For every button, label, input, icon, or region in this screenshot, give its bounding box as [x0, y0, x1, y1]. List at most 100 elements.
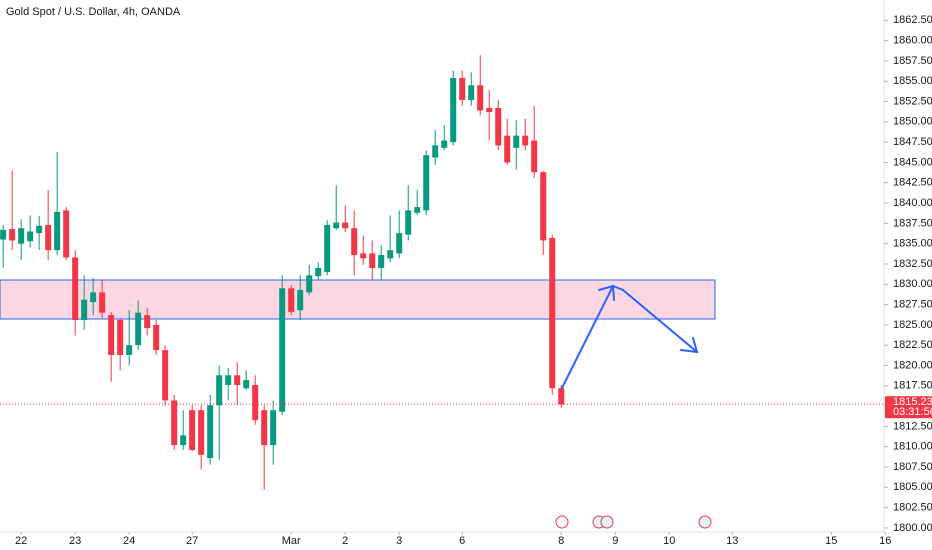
candle-body — [414, 207, 421, 213]
y-tick-label: 1805.000 — [893, 481, 932, 493]
candle-body — [63, 210, 70, 258]
y-tick-label: 1830.000 — [893, 278, 932, 290]
candle-body — [90, 292, 97, 303]
candle-body — [531, 140, 538, 173]
candle-body — [450, 77, 457, 143]
x-tick-label: 2 — [342, 535, 348, 547]
candle-body — [468, 85, 475, 100]
y-tick-label: 1832.500 — [893, 258, 932, 270]
candle-body — [18, 228, 25, 244]
x-tick-label: 22 — [15, 535, 27, 547]
price-axis-bg — [884, 0, 932, 550]
candle-body — [144, 315, 151, 329]
candle-body — [153, 324, 160, 351]
y-tick-label: 1827.500 — [893, 298, 932, 310]
candle-body — [279, 288, 286, 412]
candle-body — [99, 292, 106, 313]
event-icon[interactable] — [698, 515, 712, 529]
y-tick-label: 1835.000 — [893, 238, 932, 250]
y-tick-label: 1850.000 — [893, 116, 932, 128]
candle-body — [342, 222, 349, 229]
candle-body — [513, 135, 520, 148]
event-icon[interactable] — [555, 515, 569, 529]
candle-body — [180, 435, 187, 446]
x-tick-label: 8 — [558, 535, 564, 547]
plot — [0, 55, 884, 490]
candle-body — [126, 345, 133, 355]
x-tick-label: Mar — [282, 535, 301, 547]
axes: 1800.000 1802.500 1805.000 1807.500 1810.000… — [0, 14, 932, 547]
candle-body — [72, 257, 79, 321]
candle-body — [234, 375, 241, 385]
candle-body — [225, 375, 232, 385]
candle-body — [0, 229, 7, 240]
candle-body — [558, 388, 565, 405]
candle-body — [351, 228, 358, 256]
candle-body — [252, 384, 259, 420]
candle-body — [171, 400, 178, 446]
y-tick-label: 1860.000 — [893, 35, 932, 47]
candle-body — [297, 289, 304, 311]
candle-body — [360, 253, 367, 259]
x-tick-label: 24 — [123, 535, 135, 547]
candle-body — [27, 231, 34, 242]
candle-body — [378, 255, 385, 269]
candle-body — [432, 145, 439, 158]
candle-body — [306, 275, 313, 293]
y-tick-label: 1842.500 — [893, 177, 932, 189]
last-price-label: 1815.235 — [893, 396, 932, 408]
candle-body — [117, 320, 124, 355]
candle-body — [441, 140, 448, 148]
y-tick-label: 1800.000 — [893, 522, 932, 534]
candle-body — [207, 405, 214, 459]
x-tick-label: 13 — [726, 535, 738, 547]
candle-body — [396, 233, 403, 254]
candle-body — [549, 237, 556, 389]
candle-body — [369, 253, 376, 269]
candle-body — [108, 315, 115, 355]
countdown-label: 03:31:56 — [893, 406, 932, 418]
candle-body — [522, 135, 529, 146]
y-tick-label: 1840.000 — [893, 197, 932, 209]
candle-body — [324, 224, 331, 273]
y-tick-label: 1820.000 — [893, 359, 932, 371]
candle-body — [423, 155, 430, 211]
candle-body — [243, 380, 250, 389]
y-tick-label: 1817.500 — [893, 380, 932, 392]
y-tick-label: 1807.500 — [893, 461, 932, 473]
x-tick-label: 16 — [879, 535, 891, 547]
candle-body — [333, 222, 340, 229]
y-tick-label: 1822.500 — [893, 339, 932, 351]
candle-body — [198, 410, 205, 455]
x-tick-label: 23 — [69, 535, 81, 547]
event-icons — [555, 515, 712, 529]
y-tick-label: 1812.500 — [893, 420, 932, 432]
candle-body — [216, 375, 223, 406]
y-tick-label: 1837.500 — [893, 217, 932, 229]
candle-body — [270, 410, 277, 446]
candle-body — [261, 410, 268, 446]
candle-body — [45, 224, 52, 251]
candle-body — [540, 172, 547, 241]
x-tick-label: 3 — [396, 535, 402, 547]
resistance-zone — [0, 279, 716, 320]
x-tick-label: 6 — [459, 535, 465, 547]
projection-path — [561, 284, 698, 389]
candle-body — [288, 288, 295, 312]
y-tick-label: 1847.500 — [893, 136, 932, 148]
candle-body — [405, 210, 412, 235]
candle-body — [189, 410, 196, 450]
candle-body — [9, 229, 16, 241]
x-tick-label: 10 — [663, 535, 675, 547]
candle-body — [135, 312, 142, 346]
candle-body — [504, 135, 511, 163]
x-tick-label: 15 — [825, 535, 837, 547]
y-tick-label: 1852.500 — [893, 95, 932, 107]
last-price-box — [885, 396, 932, 419]
y-tick-label: 1857.500 — [893, 55, 932, 67]
candle-body — [315, 268, 322, 277]
event-icon[interactable] — [600, 515, 614, 529]
candle-body — [459, 77, 466, 100]
x-tick-label: 9 — [612, 535, 618, 547]
